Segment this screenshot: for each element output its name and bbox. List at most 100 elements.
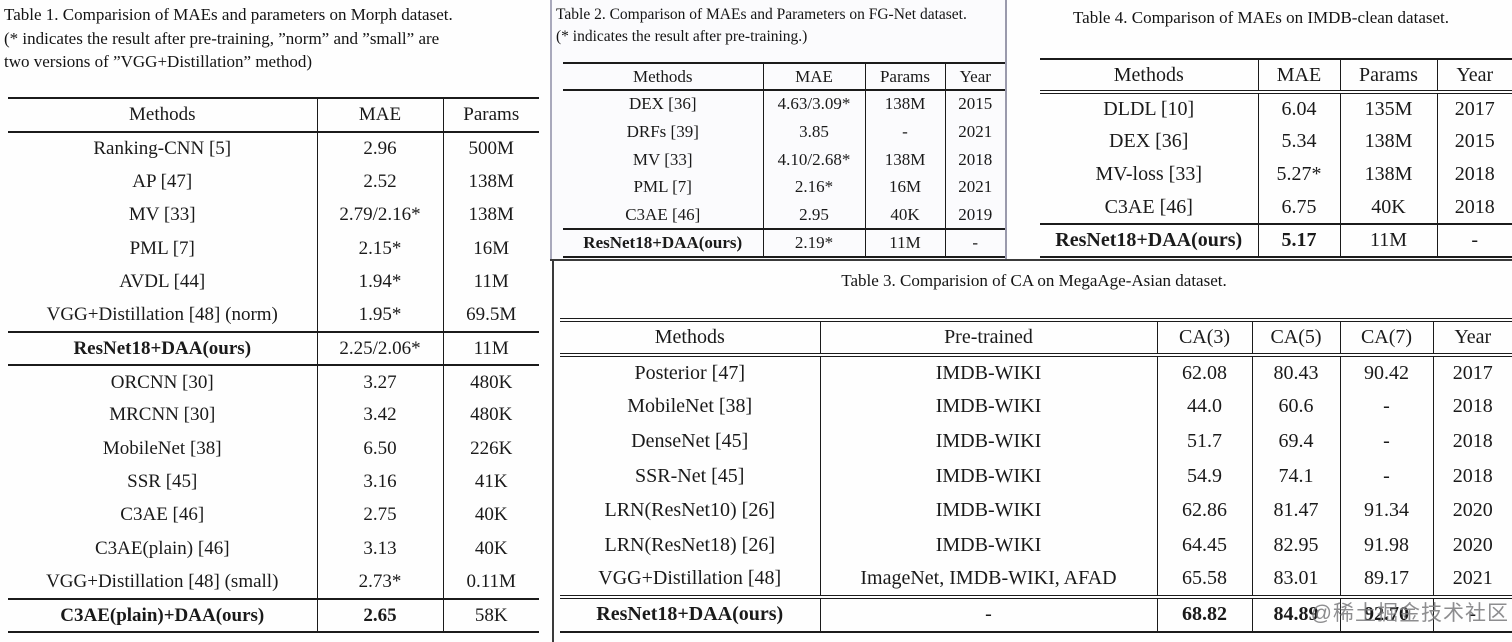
table-cell: 2.96	[316, 132, 443, 166]
table-cell: DenseNet [45]	[631, 429, 749, 452]
table-1-morph-comparison: Methods MAE Params Ranking-CNN [5] 2.96 500M A…	[8, 97, 539, 634]
column-header: Params	[442, 98, 539, 132]
table-cell: 90.42	[1339, 355, 1433, 390]
table-cell: AVDL [44]	[119, 271, 206, 293]
table-cell: 69.5M	[442, 298, 539, 333]
table-cell: 89.17	[1339, 562, 1433, 598]
table-row: MV-loss [33] 5.27* 138M 2018	[1040, 158, 1512, 191]
table-cell: 480K	[442, 365, 539, 399]
table-cell: 81.47	[1251, 493, 1340, 528]
table-cell: AP [47]	[132, 171, 193, 193]
caption-line: Table 3. Comparision of CA on MegaAge-As…	[841, 271, 1227, 290]
juejin-watermark: @稀土掘金技术社区	[1310, 602, 1509, 625]
column-header: Params	[1339, 59, 1437, 92]
table-cell: 2015	[1436, 125, 1512, 158]
table-cell: DRFs [39]	[626, 121, 699, 141]
header-row: Methods MAE Params Year	[1040, 59, 1512, 92]
table-row: LRN(ResNet10) [26] IMDB-WIKI 62.86 81.47 91.…	[560, 493, 1512, 528]
table-cell: 3.13	[316, 532, 443, 566]
table-cell: 2021	[1432, 562, 1512, 598]
table-cell: DLDL [10]	[1103, 98, 1195, 120]
table-2-fgnet-comparison: Methods MAE Params Year DEX [36] 4.63/3.09* 13…	[563, 62, 1005, 258]
table-cell: 2.16*	[762, 173, 865, 202]
table-cell: IMDB-WIKI	[819, 424, 1157, 459]
table-cell: 5.17	[1257, 224, 1340, 257]
caption-line: Table 2. Comparison of MAEs and Paramete…	[556, 6, 967, 23]
table-cell: ResNet18+DAA(ours)	[73, 337, 252, 359]
table-3-caption: Table 3. Comparision of CA on MegaAge-As…	[556, 271, 1512, 291]
table-cell: ImageNet, IMDB-WIKI, AFAD	[819, 562, 1157, 598]
table-cell: C3AE [46]	[1104, 195, 1193, 218]
table-cell: 3.16	[316, 465, 443, 499]
table-row: MobileNet [38] IMDB-WIKI 44.0 60.6-2018	[560, 389, 1512, 425]
table-cell: 2.95	[762, 201, 865, 229]
table-cell: ResNet18+DAA(ours)	[583, 232, 743, 252]
table-row: ResNet18+DAA(ours) 5.17 11M -	[1040, 224, 1512, 257]
table-cell: 60.6	[1251, 389, 1340, 425]
table-row: PML [7] 2.15* 16M	[8, 232, 539, 266]
table-cell: 65.58	[1156, 562, 1252, 598]
table-cell: 2.25/2.06*	[316, 332, 443, 366]
column-header: CA(7)	[1339, 320, 1433, 355]
caption-line: (* indicates the result after pre-traini…	[4, 28, 440, 48]
table-row: ResNet18+DAA(ours) 2.19* 11M -	[563, 228, 1005, 257]
table-cell: 62.86	[1156, 493, 1252, 528]
column-header: Params	[864, 63, 945, 90]
table-cell: C3AE(plain) [46]	[94, 537, 230, 559]
table-cell: 80.43	[1251, 355, 1340, 390]
table-cell: 1.95*	[316, 298, 443, 333]
table-cell: 40K	[442, 498, 539, 533]
column-header: Year	[1432, 320, 1512, 355]
table-row: ResNet18+DAA(ours) -68.82 84.89 92.70-	[560, 597, 1512, 632]
table-row: MV [33] 4.10/2.68* 138M 2018	[563, 145, 1005, 174]
table-cell: 92.70	[1339, 597, 1433, 632]
table-cell: 40K	[864, 201, 945, 229]
table-cell: 51.7	[1156, 424, 1252, 459]
table-cell: 2.79/2.16*	[316, 198, 443, 233]
table-row: MV [33] 2.79/2.16* 138M	[8, 198, 539, 233]
table-cell: 2021	[944, 173, 1005, 202]
table-cell: MRCNN [30]	[109, 404, 216, 426]
table-4-imdb-clean-comparison: Methods MAE Params Year DLDL [10] 6.04 135M 201…	[1040, 58, 1512, 258]
column-header: Year	[944, 63, 1005, 90]
table-cell: 138M	[1339, 125, 1437, 158]
table-row: LRN(ResNet18) [26] IMDB-WIKI 64.45 82.95 91.…	[560, 527, 1512, 563]
table-cell: 138M	[864, 145, 945, 174]
table-cell: 5.34	[1257, 125, 1340, 158]
table-cell: 0.11M	[442, 565, 539, 599]
caption-line: (* indicates the result after pre-traini…	[556, 27, 808, 45]
column-header: Pre-trained	[819, 320, 1157, 355]
column-header: Methods	[654, 326, 725, 348]
table-row: DEX [36] 4.63/3.09* 138M 2015	[563, 90, 1005, 118]
table-row: AVDL [44] 1.94* 11M	[8, 265, 539, 299]
table-cell: 4.63/3.09*	[762, 90, 865, 118]
table-row: Ranking-CNN [5] 2.96 500M	[8, 132, 539, 166]
table-cell: 2018	[1432, 424, 1512, 459]
table-row: DEX [36] 5.34 138M 2015	[1040, 125, 1512, 158]
table-cell: 83.01	[1251, 562, 1340, 598]
table-row: SSR [45] 3.16 41K	[8, 465, 539, 499]
table-row: VGG+Distillation [48] (norm) 1.95* 69.5M	[8, 298, 539, 333]
header-row: Methods MAE Params	[8, 98, 539, 132]
table-cell: 2.52	[316, 165, 443, 199]
table-cell: 82.95	[1251, 527, 1340, 563]
table-cell: 16M	[864, 173, 945, 202]
table-cell: IMDB-WIKI	[819, 493, 1157, 528]
table-cell: 2018	[1436, 158, 1512, 191]
table-cell: 11M	[442, 332, 539, 366]
table-cell: -	[1432, 597, 1512, 632]
table-cell: 91.34	[1339, 493, 1433, 528]
table-row: Posterior [47] IMDB-WIKI 62.08 80.43 90.42 20…	[560, 355, 1512, 390]
table-cell: 11M	[442, 265, 539, 299]
table-cell: -	[1436, 224, 1512, 257]
column-header: MAE	[762, 63, 865, 90]
table-cell: 135M	[1339, 92, 1437, 125]
table-cell: 2018	[1436, 191, 1512, 224]
table-cell: VGG+Distillation [48] (norm)	[46, 303, 278, 325]
table-cell: -	[944, 228, 1005, 257]
table-3-megaage-asian-comparison: Methods Pre-trained CA(3) CA(5) CA(7) Year Pos…	[560, 318, 1512, 633]
table-row: DLDL [10] 6.04 135M 2017	[1040, 92, 1512, 125]
table-cell: SSR-Net [45]	[635, 464, 745, 487]
table-cell: MV [33]	[128, 204, 196, 226]
table-cell: Posterior [47]	[634, 361, 746, 384]
